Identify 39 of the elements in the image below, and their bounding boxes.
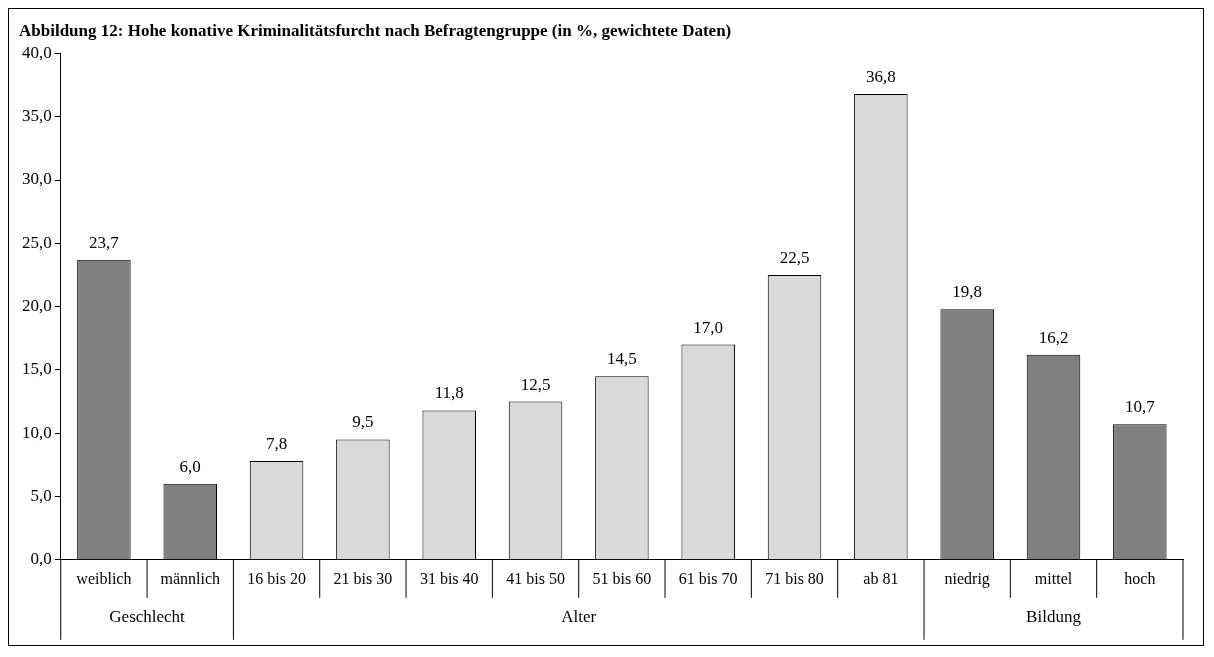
x-tick-label: männlich [160, 569, 221, 587]
x-tick-label: 71 bis 80 [765, 569, 824, 587]
text: Bildung [1026, 607, 1082, 627]
x-tick-label: 41 bis 50 [506, 569, 565, 587]
data-label: 23,7 [89, 232, 120, 252]
data-label: 36,8 [865, 66, 896, 86]
x-tick-label: weiblich [76, 569, 132, 587]
data-label: 16,2 [1038, 327, 1069, 347]
y-tick-label: 10,0 [22, 422, 52, 442]
text: Alter [561, 607, 597, 627]
data-label: 11,8 [434, 383, 464, 403]
x-tick-label: 61 bis 70 [678, 569, 738, 587]
data-label: 19,8 [952, 282, 983, 302]
x-tick-label: 21 bis 30 [333, 569, 393, 587]
data-label: 14,5 [607, 349, 637, 369]
chart-title: Abbildung 12: Hohe konative Kriminalitätsfurcht nach Befragtengruppe (in %, gewichtete Daten) [19, 20, 732, 40]
x-tick-label: mittel [1034, 569, 1073, 587]
data-label: 6,0 [179, 456, 201, 476]
y-tick-label: 5,0 [30, 485, 52, 505]
data-label: 10,7 [1124, 397, 1156, 417]
x-tick-label: niedrig [944, 569, 990, 588]
y-tick-label: 40,0 [22, 42, 52, 62]
data-label: 12,5 [520, 374, 551, 394]
data-label: 22,5 [779, 247, 810, 267]
x-tick-label: ab 81 [863, 569, 899, 587]
x-tick-label: 31 bis 40 [419, 569, 479, 587]
data-label: 17,0 [693, 317, 724, 337]
data-label: 7,8 [265, 434, 288, 454]
y-tick-label: 35,0 [22, 106, 52, 126]
y-tick-label: 0,0 [30, 549, 52, 569]
x-tick-label: 16 bis 20 [247, 569, 306, 587]
x-tick-label: 51 bis 60 [592, 569, 652, 587]
text: Geschlecht [109, 607, 186, 627]
y-tick-label: 25,0 [22, 232, 52, 252]
y-tick-label: 20,0 [22, 296, 52, 316]
x-tick-label: hoch [1124, 569, 1156, 587]
data-label: 9,5 [352, 412, 374, 432]
y-tick-label: 15,0 [22, 359, 52, 379]
y-tick-label: 30,0 [22, 169, 52, 189]
